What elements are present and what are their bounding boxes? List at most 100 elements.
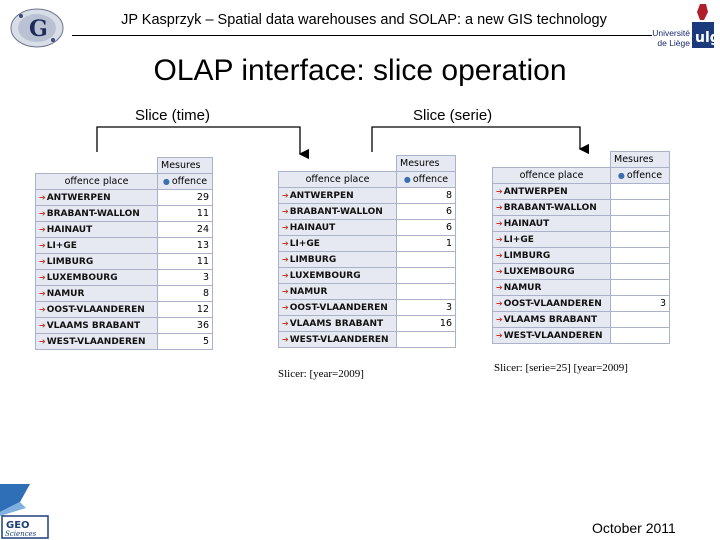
expand-arrow-icon[interactable]: ➔	[282, 318, 289, 328]
geo-logo-line1: GEO	[6, 520, 30, 531]
expand-arrow-icon[interactable]: ➔	[39, 240, 46, 250]
cell-value	[610, 247, 670, 264]
header-divider	[72, 35, 652, 36]
row-label[interactable]: LI+GE	[503, 234, 534, 245]
dim-header[interactable]: offence place	[278, 171, 397, 188]
olap-table-slice-time: Mesures offence place ● offence ➔ANTWERPE…	[278, 155, 456, 348]
row-label[interactable]: NAMUR	[289, 286, 328, 297]
dim-header[interactable]: offence place	[492, 167, 611, 184]
expand-arrow-icon[interactable]: ➔	[39, 336, 46, 346]
expand-arrow-icon[interactable]: ➔	[39, 192, 46, 202]
expand-arrow-icon[interactable]: ➔	[496, 314, 503, 324]
arrow-serie	[371, 126, 590, 155]
expand-arrow-icon[interactable]: ➔	[496, 266, 503, 276]
expand-arrow-icon[interactable]: ➔	[496, 282, 503, 292]
slicer-text: Slicer: [year=2009]	[278, 368, 364, 380]
row-label[interactable]: LUXEMBOURG	[46, 272, 118, 283]
row-label[interactable]: ANTWERPEN	[503, 186, 568, 197]
expand-arrow-icon[interactable]: ➔	[496, 186, 503, 196]
expand-arrow-icon[interactable]: ➔	[496, 298, 503, 308]
row-label[interactable]: HAINAUT	[503, 218, 550, 229]
row-label[interactable]: LUXEMBOURG	[503, 266, 575, 277]
label-slice-serie: Slice (serie)	[413, 107, 493, 124]
measure-header[interactable]: offence	[171, 176, 208, 187]
ulg-logo: ulg Université de Liège	[650, 2, 720, 52]
row-label[interactable]: OOST-VLAANDEREN	[289, 302, 388, 313]
row-label[interactable]: ANTWERPEN	[289, 190, 354, 201]
slicer-text: Slicer: [serie=25] [year=2009]	[494, 362, 628, 374]
row-label[interactable]: NAMUR	[46, 288, 85, 299]
cell-value	[396, 251, 456, 268]
measure-header[interactable]: offence	[412, 174, 449, 185]
expand-arrow-icon[interactable]: ➔	[496, 330, 503, 340]
expand-arrow-icon[interactable]: ➔	[282, 206, 289, 216]
row-label[interactable]: LI+GE	[46, 240, 77, 251]
ulg-mark: ulg	[695, 30, 718, 46]
expand-arrow-icon[interactable]: ➔	[39, 320, 46, 330]
cell-value: 6	[396, 219, 456, 236]
row-label[interactable]: VLAAMS BRABANT	[46, 320, 141, 331]
row-label[interactable]: NAMUR	[503, 282, 542, 293]
cell-value: 3	[396, 299, 456, 316]
dim-header[interactable]: offence place	[35, 173, 158, 190]
row-label[interactable]: OOST-VLAANDEREN	[503, 298, 602, 309]
expand-arrow-icon[interactable]: ➔	[282, 238, 289, 248]
row-label[interactable]: BRABANT-WALLON	[503, 202, 597, 213]
cell-value	[610, 327, 670, 344]
expand-arrow-icon[interactable]: ➔	[282, 190, 289, 200]
row-label[interactable]: LIMBURG	[289, 254, 337, 265]
expand-arrow-icon[interactable]: ➔	[496, 250, 503, 260]
cell-value: 3	[157, 269, 213, 286]
row-label[interactable]: WEST-VLAANDEREN	[289, 334, 389, 345]
geo-logo-line2: Sciences	[5, 530, 37, 538]
expand-arrow-icon[interactable]: ➔	[496, 202, 503, 212]
cell-value	[610, 215, 670, 232]
cell-value	[610, 279, 670, 296]
expand-arrow-icon[interactable]: ➔	[496, 234, 503, 244]
expand-arrow-icon[interactable]: ➔	[39, 208, 46, 218]
expand-arrow-icon[interactable]: ➔	[282, 254, 289, 264]
row-label[interactable]: HAINAUT	[46, 224, 93, 235]
cell-value: 24	[157, 221, 213, 238]
expand-arrow-icon[interactable]: ➔	[496, 218, 503, 228]
cell-value: 12	[157, 301, 213, 318]
expand-arrow-icon[interactable]: ➔	[39, 272, 46, 282]
expand-arrow-icon[interactable]: ➔	[282, 286, 289, 296]
cell-value: 29	[157, 189, 213, 206]
row-label[interactable]: LIMBURG	[46, 256, 94, 267]
cell-value	[610, 263, 670, 280]
expand-arrow-icon[interactable]: ➔	[39, 304, 46, 314]
expand-arrow-icon[interactable]: ➔	[282, 302, 289, 312]
row-label[interactable]: VLAAMS BRABANT	[289, 318, 384, 329]
row-label[interactable]: LI+GE	[289, 238, 320, 249]
measures-header[interactable]: Mesures	[396, 155, 456, 172]
expand-arrow-icon[interactable]: ➔	[282, 270, 289, 280]
expand-arrow-icon[interactable]: ➔	[39, 224, 46, 234]
row-label[interactable]: BRABANT-WALLON	[289, 206, 383, 217]
sort-icon[interactable]: ●	[617, 171, 625, 180]
row-label[interactable]: WEST-VLAANDEREN	[503, 330, 603, 341]
row-label[interactable]: HAINAUT	[289, 222, 336, 233]
cell-value	[396, 267, 456, 284]
expand-arrow-icon[interactable]: ➔	[282, 334, 289, 344]
expand-arrow-icon[interactable]: ➔	[282, 222, 289, 232]
cell-value: 6	[396, 203, 456, 220]
row-label[interactable]: BRABANT-WALLON	[46, 208, 140, 219]
cell-value: 36	[157, 317, 213, 334]
row-label[interactable]: WEST-VLAANDEREN	[46, 336, 146, 347]
row-label[interactable]: OOST-VLAANDEREN	[46, 304, 145, 315]
measures-header[interactable]: Mesures	[610, 151, 670, 168]
row-label[interactable]: VLAAMS BRABANT	[503, 314, 598, 325]
expand-arrow-icon[interactable]: ➔	[39, 256, 46, 266]
row-label[interactable]: LIMBURG	[503, 250, 551, 261]
sort-icon[interactable]: ●	[162, 177, 170, 186]
row-label[interactable]: ANTWERPEN	[46, 192, 111, 203]
sort-icon[interactable]: ●	[403, 175, 411, 184]
measure-header[interactable]: offence	[626, 170, 663, 181]
header-title: JP Kasprzyk – Spatial data warehouses an…	[121, 12, 607, 28]
row-label[interactable]: LUXEMBOURG	[289, 270, 361, 281]
measures-header[interactable]: Mesures	[157, 157, 213, 174]
expand-arrow-icon[interactable]: ➔	[39, 288, 46, 298]
geomatics-logo: G	[10, 8, 64, 48]
